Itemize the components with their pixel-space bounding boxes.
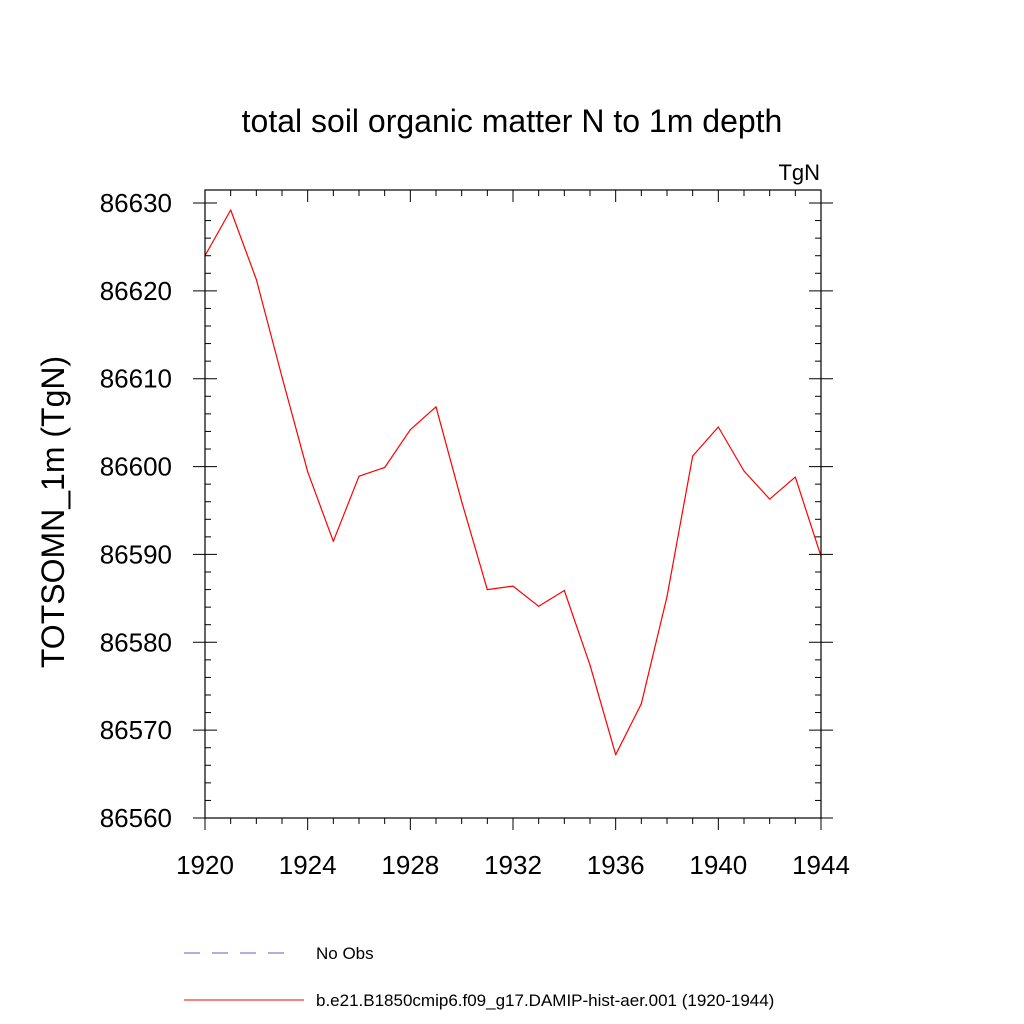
data-point <box>435 406 437 408</box>
legend-label-model-run: b.e21.B1850cmip6.f09_g17.DAMIP-hist-aer.… <box>316 991 774 1010</box>
y-tick-label: 86620 <box>100 276 172 306</box>
data-point <box>717 426 719 428</box>
y-tick-label: 86570 <box>100 715 172 745</box>
data-point <box>640 703 642 705</box>
y-tick-label: 86590 <box>100 539 172 569</box>
legend: No Obs b.e21.B1850cmip6.f09_g17.DAMIP-hi… <box>184 944 774 1010</box>
data-point <box>230 209 232 211</box>
legend-label-no-obs: No Obs <box>316 944 374 963</box>
units-label: TgN <box>778 160 820 185</box>
y-tick-label: 86630 <box>100 188 172 218</box>
axis-tick-labels: 1920 1924 1928 1932 1936 1940 1944 86560 86570 86… <box>100 188 850 880</box>
data-point <box>332 540 334 542</box>
data-point <box>384 466 386 469</box>
chart-title: total soil organic matter N to 1m depth <box>242 103 783 139</box>
axis-ticks <box>193 190 833 830</box>
data-point <box>666 596 668 598</box>
y-tick-label: 86610 <box>100 364 172 394</box>
y-tick-label: 86580 <box>100 627 172 657</box>
data-point <box>358 475 360 477</box>
data-point <box>409 429 411 431</box>
data-point <box>281 376 283 378</box>
data-point <box>743 470 745 472</box>
x-tick-label: 1920 <box>176 850 234 880</box>
data-point <box>307 471 309 473</box>
data-point <box>769 498 771 500</box>
data-point <box>794 476 796 478</box>
x-tick-label: 1932 <box>484 850 542 880</box>
data-point <box>615 754 617 756</box>
series-layer <box>204 209 822 756</box>
x-tick-label: 1936 <box>587 850 645 880</box>
data-point <box>461 501 463 503</box>
x-tick-label: 1924 <box>279 850 337 880</box>
series-line <box>204 209 822 756</box>
y-tick-label: 86600 <box>100 452 172 482</box>
x-tick-label: 1928 <box>381 850 439 880</box>
data-point <box>563 589 565 592</box>
data-point <box>589 664 591 666</box>
data-point <box>692 455 694 457</box>
data-point <box>255 278 257 281</box>
y-tick-label: 86560 <box>100 803 172 833</box>
data-point <box>512 585 514 587</box>
plot-frame <box>204 189 822 819</box>
x-tick-label: 1940 <box>689 850 747 880</box>
x-tick-label: 1944 <box>792 850 850 880</box>
y-axis-label: TOTSOMN_1m (TgN) <box>35 356 71 668</box>
data-point <box>486 588 488 591</box>
data-point <box>538 605 540 607</box>
